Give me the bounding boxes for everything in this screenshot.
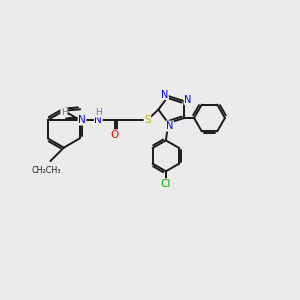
Text: S: S — [144, 115, 151, 125]
Text: CH₂CH₃: CH₂CH₃ — [31, 166, 61, 175]
Text: N: N — [184, 95, 191, 105]
Text: N: N — [161, 89, 168, 100]
Text: N: N — [94, 115, 102, 125]
Text: H: H — [95, 108, 102, 117]
Text: Cl: Cl — [161, 179, 171, 189]
Text: H: H — [61, 108, 68, 117]
Text: N: N — [166, 121, 173, 131]
Text: N: N — [78, 115, 86, 125]
Text: O: O — [111, 130, 119, 140]
